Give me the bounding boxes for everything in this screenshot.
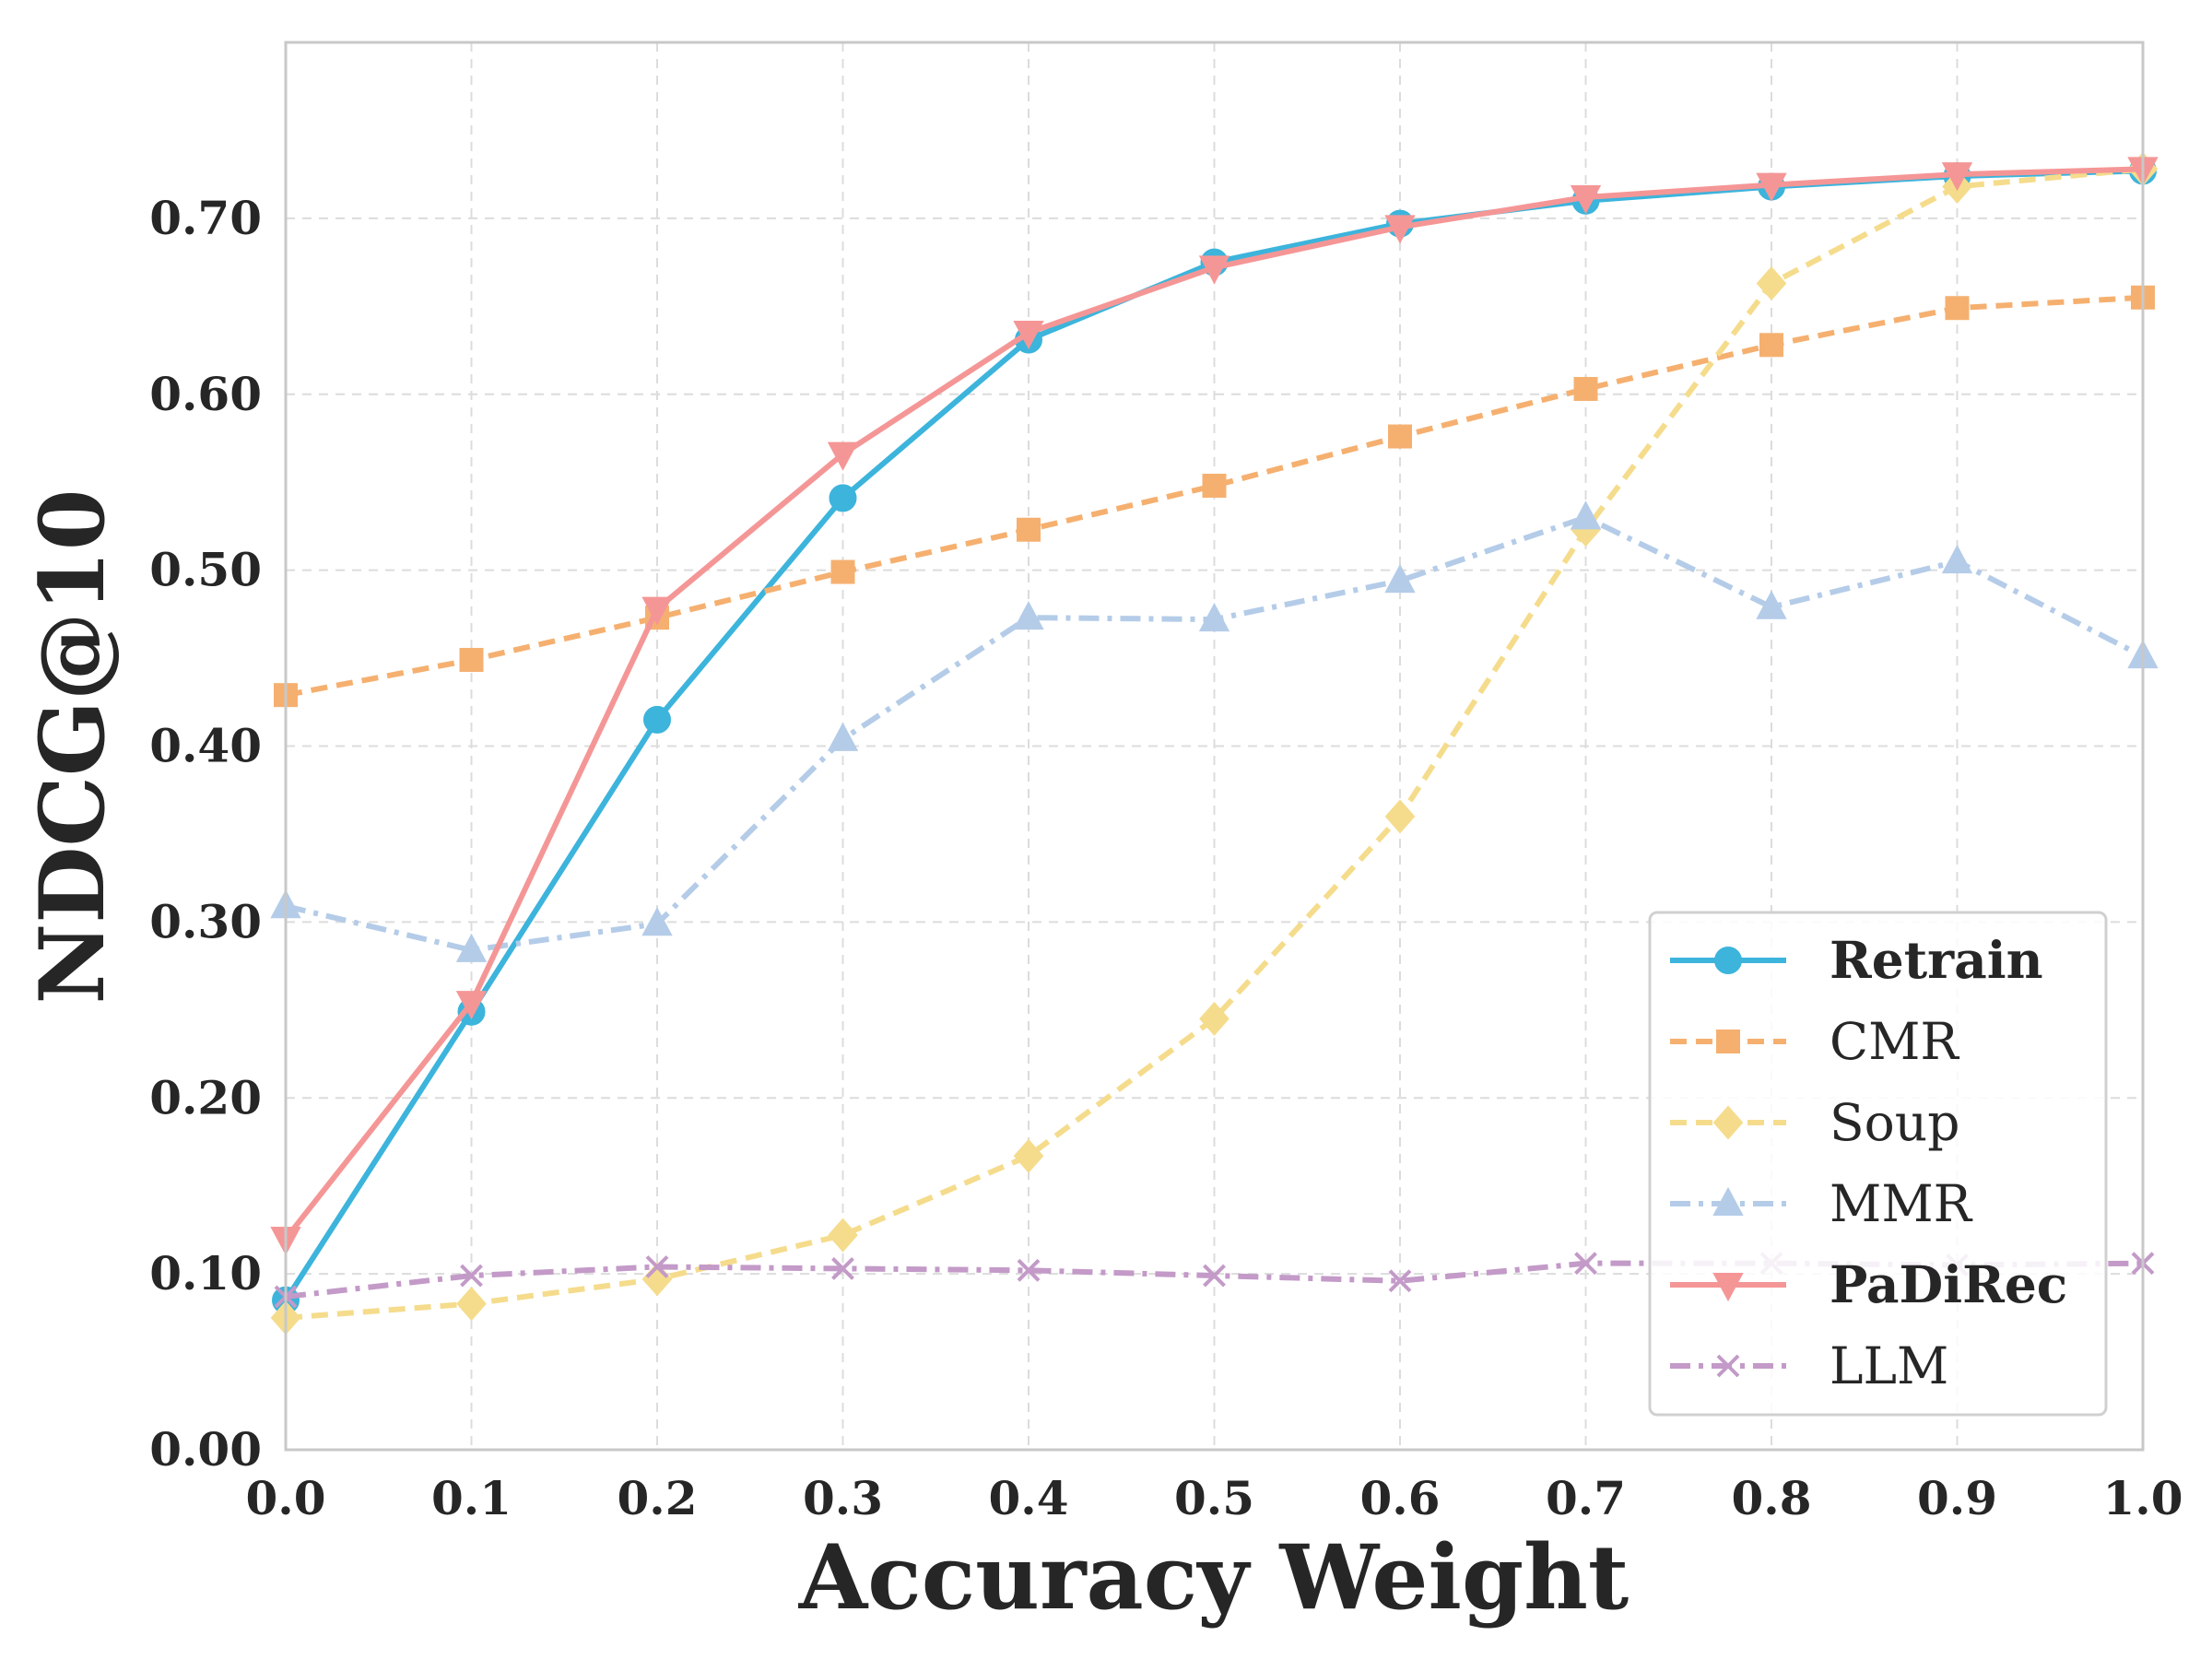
y-tick-label: 0.30	[149, 894, 262, 948]
x-tick-label: 0.1	[431, 1471, 512, 1525]
legend-item-mmr: MMR	[1670, 1174, 1973, 1233]
data-point-llm	[1017, 1258, 1041, 1282]
legend-marker-cmr	[1716, 1030, 1740, 1053]
data-point-cmr	[1388, 424, 1412, 449]
data-point-padirec	[641, 596, 673, 626]
data-point-mmr	[1941, 544, 1973, 574]
data-point-soup	[1013, 1138, 1044, 1173]
data-point-retrain	[643, 705, 671, 734]
x-tick-label: 0.8	[1732, 1471, 1812, 1525]
data-point-llm	[831, 1256, 854, 1280]
x-tick-labels: 0.0 0.1 0.2 0.3 0.4 0.5 0.6 0.7 0.8 0.9 1.0	[246, 1471, 2183, 1525]
data-point-mmr	[1570, 500, 1602, 530]
legend-label-llm: LLM	[1830, 1336, 1948, 1395]
legend-item-llm: LLM	[1670, 1336, 1948, 1395]
data-point-soup	[1756, 265, 1787, 301]
legend-item-cmr: CMR	[1670, 1012, 1959, 1071]
data-point-padirec	[1941, 162, 1973, 192]
legend-item-soup: Soup	[1670, 1093, 1959, 1152]
data-point-soup	[1199, 1001, 1230, 1036]
data-point-cmr	[1945, 296, 1970, 321]
y-axis-title: NDCG@10	[20, 489, 124, 1005]
legend-label-padirec: PaDiRec	[1830, 1254, 2067, 1314]
data-point-cmr	[1017, 517, 1041, 542]
x-tick-label: 0.0	[246, 1471, 326, 1525]
data-point-mmr	[1756, 590, 1787, 619]
data-point-mmr	[1013, 601, 1044, 630]
data-point-mmr	[641, 907, 673, 936]
y-tick-label: 0.70	[149, 191, 262, 245]
data-point-llm	[460, 1264, 483, 1288]
legend-marker-llm	[1716, 1354, 1740, 1378]
data-point-soup	[828, 1218, 858, 1253]
y-tick-labels: 0.00 0.10 0.20 0.30 0.40 0.50 0.60 0.70	[149, 191, 262, 1477]
data-point-retrain	[829, 484, 857, 512]
data-point-padirec	[1013, 320, 1044, 350]
x-tick-label: 0.5	[1174, 1471, 1254, 1525]
legend-label-mmr: MMR	[1830, 1174, 1973, 1233]
series-layer	[270, 151, 2159, 1335]
data-point-padirec	[1570, 184, 1602, 215]
data-point-soup	[456, 1287, 487, 1322]
data-point-padirec	[1384, 215, 1416, 244]
data-point-llm	[645, 1255, 669, 1278]
x-tick-label: 0.4	[989, 1471, 1069, 1525]
data-point-cmr	[1202, 474, 1227, 499]
y-tick-label: 0.60	[149, 367, 262, 421]
data-point-mmr	[455, 933, 488, 962]
data-point-mmr	[1384, 563, 1416, 594]
data-point-mmr	[1198, 602, 1230, 632]
data-point-padirec	[827, 441, 859, 471]
legend-marker-padirec	[1712, 1273, 1744, 1302]
data-point-cmr	[459, 647, 484, 672]
legend-label-cmr: CMR	[1830, 1012, 1959, 1071]
legend-box	[1648, 911, 2108, 1417]
data-point-padirec	[1756, 172, 1787, 202]
data-point-llm	[1574, 1252, 1597, 1276]
y-tick-label: 0.10	[149, 1246, 262, 1300]
data-point-padirec	[1198, 255, 1230, 285]
data-point-soup	[1384, 799, 1416, 834]
series-soup	[270, 151, 2159, 1335]
data-point-llm	[1388, 1269, 1412, 1293]
x-tick-label: 0.9	[1917, 1471, 1997, 1525]
data-point-llm	[1203, 1264, 1226, 1288]
x-tick-label: 0.2	[618, 1471, 698, 1525]
data-point-cmr	[1573, 377, 1598, 402]
legend-marker-soup	[1712, 1105, 1744, 1140]
legend-item-retrain: Retrain	[1670, 930, 2043, 990]
plot-frame	[284, 41, 2145, 1452]
y-tick-label: 0.40	[149, 719, 262, 773]
legend: Retrain CMR Soup MMR PaDiRec LLM	[1648, 911, 2108, 1417]
series-line-cmr	[285, 294, 2144, 699]
data-point-mmr	[827, 722, 859, 751]
x-tick-label: 0.7	[1546, 1471, 1626, 1525]
series-padirec	[270, 157, 2159, 1256]
y-tick-label: 0.50	[149, 543, 262, 597]
legend-label-retrain: Retrain	[1830, 930, 2043, 990]
legend-label-soup: Soup	[1830, 1093, 1959, 1152]
series-cmr	[274, 285, 2155, 708]
data-point-cmr	[830, 559, 855, 584]
legend-item-padirec: PaDiRec	[1670, 1254, 2067, 1314]
x-axis-title: Accuracy Weight	[798, 1525, 1629, 1630]
data-point-padirec	[455, 991, 488, 1020]
y-tick-label: 0.20	[149, 1070, 262, 1124]
legend-marker-mmr	[1712, 1186, 1744, 1216]
legend-marker-retrain	[1714, 947, 1742, 974]
x-tick-label: 1.0	[2103, 1471, 2183, 1525]
x-tick-label: 0.6	[1360, 1471, 1441, 1525]
x-tick-label: 0.3	[803, 1471, 883, 1525]
y-tick-label: 0.00	[149, 1422, 262, 1477]
data-point-cmr	[1759, 333, 1783, 358]
